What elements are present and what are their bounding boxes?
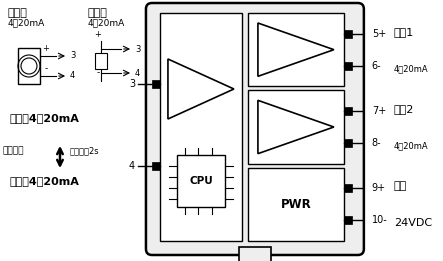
Text: 9+: 9+ xyxy=(372,183,386,193)
Polygon shape xyxy=(258,23,334,76)
Text: 四线制: 四线制 xyxy=(88,8,108,18)
Text: 两线制: 两线制 xyxy=(8,8,28,18)
Bar xyxy=(152,162,160,170)
Text: 自动识别: 自动识别 xyxy=(3,146,24,156)
Text: 稳定时间2s: 稳定时间2s xyxy=(70,146,100,156)
Text: 10-: 10- xyxy=(372,216,388,226)
Text: 7+: 7+ xyxy=(372,106,386,116)
Bar xyxy=(152,80,160,88)
Bar xyxy=(344,184,352,192)
Bar xyxy=(344,62,352,70)
Bar xyxy=(239,247,271,261)
Text: PWR: PWR xyxy=(280,198,311,211)
Text: 4～20mA: 4～20mA xyxy=(394,142,428,151)
Text: 4: 4 xyxy=(70,72,75,80)
Text: 电源: 电源 xyxy=(394,181,407,191)
Text: 4～20mA: 4～20mA xyxy=(394,64,428,73)
Text: 输出1: 输出1 xyxy=(394,27,414,37)
Text: 3: 3 xyxy=(70,51,75,61)
Text: 4～20mA: 4～20mA xyxy=(8,18,45,27)
Bar xyxy=(344,216,352,224)
Text: 8-: 8- xyxy=(372,138,381,148)
Bar xyxy=(344,139,352,147)
Polygon shape xyxy=(258,100,334,154)
Bar xyxy=(160,13,242,241)
Text: 4: 4 xyxy=(129,161,135,171)
Text: 5+: 5+ xyxy=(372,28,386,39)
Text: 输出2: 输出2 xyxy=(394,104,414,114)
Bar xyxy=(248,90,344,164)
Text: 四线制4～20mA: 四线制4～20mA xyxy=(10,176,80,186)
Bar xyxy=(18,48,40,84)
Text: -: - xyxy=(96,68,100,77)
Bar xyxy=(344,107,352,115)
Bar xyxy=(95,53,107,69)
Text: -: - xyxy=(44,64,47,73)
Bar xyxy=(248,168,344,241)
Text: 4～20mA: 4～20mA xyxy=(88,18,125,27)
Text: 3: 3 xyxy=(129,79,135,89)
FancyBboxPatch shape xyxy=(146,3,364,255)
Bar xyxy=(177,155,225,207)
Bar xyxy=(344,29,352,38)
Text: 24VDC: 24VDC xyxy=(394,218,432,228)
Text: +: + xyxy=(43,44,50,53)
Text: 4: 4 xyxy=(135,68,140,78)
Text: +: + xyxy=(94,30,101,39)
Bar xyxy=(248,13,344,86)
Text: 两线制4～20mA: 两线制4～20mA xyxy=(10,113,80,123)
Polygon shape xyxy=(168,59,234,119)
Text: CPU: CPU xyxy=(189,176,213,186)
Text: 6-: 6- xyxy=(372,61,381,71)
Text: 3: 3 xyxy=(135,44,140,54)
